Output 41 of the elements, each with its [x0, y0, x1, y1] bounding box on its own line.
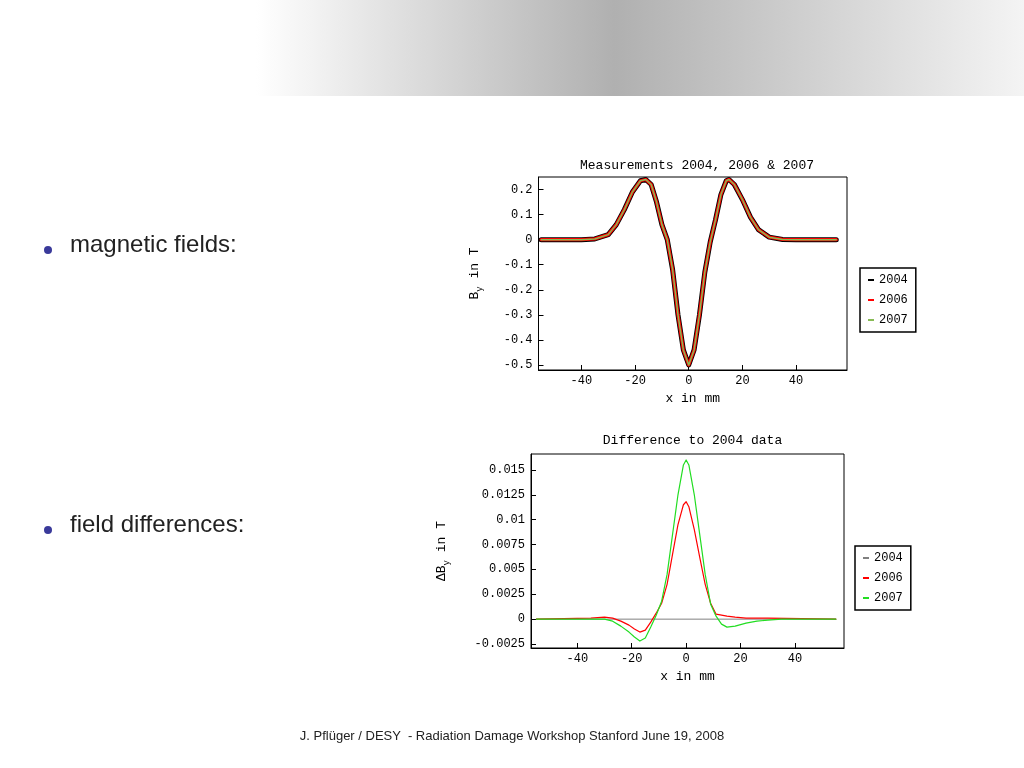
y-tick-label: -0.2: [503, 282, 533, 297]
legend-label: 2004: [879, 273, 908, 287]
y-tick-label: 0.0025: [481, 587, 525, 602]
y-tick-label: 0.01: [496, 512, 525, 527]
y-tick-label: -0.5: [503, 357, 533, 372]
x-axis-title: x in mm: [660, 669, 715, 684]
x-tick-label: -20: [620, 652, 643, 666]
y-tick-label: -0.0025: [474, 637, 525, 652]
legend-label: 2007: [874, 591, 903, 605]
y-tick-label: 0.2: [510, 182, 533, 197]
y-axis-title: By in T: [467, 247, 485, 300]
x-axis-title: x in mm: [665, 391, 721, 406]
y-tick-label: 0: [517, 612, 525, 627]
x-tick-label: -40: [570, 374, 593, 388]
legend-label: 2006: [874, 571, 903, 585]
x-tick-label: -40: [566, 652, 589, 666]
text: magnetic fields:: [70, 230, 237, 258]
legend-label: 2004: [874, 551, 903, 565]
text: J. Pflüger / DESY - Radiation Damage Workshop Stanford June 19, 2008: [298, 728, 726, 743]
y-tick-label: -0.4: [503, 332, 533, 347]
text: field differences:: [70, 510, 245, 538]
legend-label: 2007: [879, 313, 908, 327]
x-tick-label: 40: [787, 652, 803, 666]
y-tick-label: 0.1: [510, 207, 533, 222]
y-tick-label: 0.0075: [481, 537, 525, 552]
y-tick-label: 0.015: [488, 462, 525, 477]
x-tick-label: 0: [682, 652, 690, 666]
chart-title: Difference to 2004 data: [602, 433, 783, 448]
x-tick-label: 20: [733, 652, 748, 666]
y-tick-label: 0.005: [488, 562, 525, 577]
y-axis-title: ΔBy in T: [433, 520, 452, 582]
x-tick-label: 40: [788, 374, 804, 388]
y-tick-label: -0.1: [503, 257, 533, 272]
x-tick-label: 20: [735, 374, 750, 388]
y-tick-label: -0.3: [503, 307, 533, 322]
x-tick-label: 0: [685, 374, 693, 388]
x-tick-label: -20: [624, 374, 646, 388]
legend-label: 2006: [879, 293, 908, 307]
y-tick-label: 0.0125: [481, 487, 525, 502]
y-tick-label: 0: [525, 232, 533, 247]
chart-title: Measurements 2004, 2006 & 2007: [579, 158, 815, 173]
